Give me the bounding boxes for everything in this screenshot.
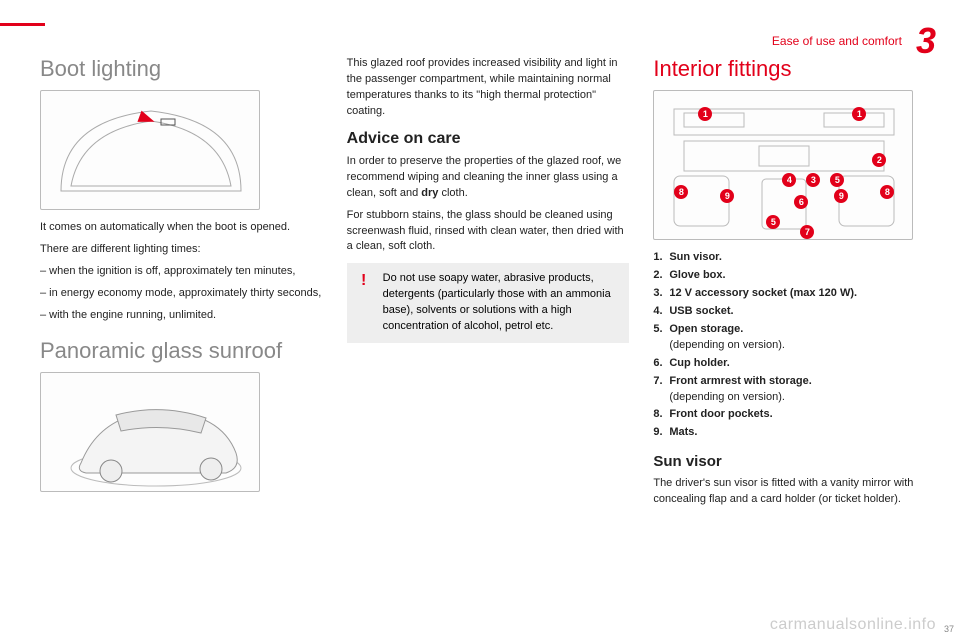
legend-item: 3.12 V accessory socket (max 120 W). bbox=[653, 286, 936, 302]
heading-boot-lighting: Boot lighting bbox=[40, 56, 323, 82]
advice-p1a: In order to preserve the properties of t… bbox=[347, 155, 622, 199]
warning-notice: ! Do not use soapy water, abrasive produ… bbox=[347, 263, 630, 343]
boot-b1: – when the ignition is off, approximatel… bbox=[40, 264, 323, 280]
column-2: This glazed roof provides increased visi… bbox=[347, 56, 630, 620]
figure-interior: 1 1 2 3 4 5 5 6 7 8 8 9 9 bbox=[653, 90, 913, 240]
legend-item: 8.Front door pockets. bbox=[653, 407, 936, 423]
heading-advice: Advice on care bbox=[347, 130, 630, 148]
watermark: carmanualsonline.info bbox=[770, 616, 936, 634]
column-3: Interior fittings 1 1 2 3 4 5 5 6 7 8 8 bbox=[653, 56, 936, 620]
figure-boot bbox=[40, 90, 260, 210]
advice-p1c: cloth. bbox=[438, 187, 467, 199]
car-illustration bbox=[41, 373, 261, 493]
boot-p2: There are different lighting times: bbox=[40, 242, 323, 258]
legend-item: 7.Front armrest with storage.(depending … bbox=[653, 374, 936, 406]
legend-item: 4.USB socket. bbox=[653, 304, 936, 320]
warning-icon: ! bbox=[355, 271, 373, 289]
boot-b2: – in energy economy mode, approximately … bbox=[40, 286, 323, 302]
heading-interior-fittings: Interior fittings bbox=[653, 56, 936, 82]
heading-sunroof: Panoramic glass sunroof bbox=[40, 338, 323, 364]
boot-p1: It comes on automatically when the boot … bbox=[40, 220, 323, 236]
boot-illustration bbox=[41, 91, 261, 211]
advice-p1b: dry bbox=[421, 187, 438, 199]
boot-b3: – with the engine running, unlimited. bbox=[40, 308, 323, 324]
section-name: Ease of use and comfort bbox=[772, 34, 902, 48]
advice-p1: In order to preserve the properties of t… bbox=[347, 154, 630, 202]
legend-item: 5.Open storage.(depending on version). bbox=[653, 322, 936, 354]
content-columns: Boot lighting It comes on automatically … bbox=[40, 56, 936, 620]
legend-item: 2.Glove box. bbox=[653, 268, 936, 284]
legend-list: 1.Sun visor. 2.Glove box. 3.12 V accesso… bbox=[653, 250, 936, 441]
column-1: Boot lighting It comes on automatically … bbox=[40, 56, 323, 620]
legend-item: 9.Mats. bbox=[653, 425, 936, 441]
figure-sunroof bbox=[40, 372, 260, 492]
heading-sun-visor: Sun visor bbox=[653, 453, 936, 470]
page-number: 37 bbox=[944, 624, 954, 634]
sun-visor-p: The driver's sun visor is fitted with a … bbox=[653, 476, 936, 508]
legend-item: 6.Cup holder. bbox=[653, 356, 936, 372]
legend-item: 1.Sun visor. bbox=[653, 250, 936, 266]
notice-text: Do not use soapy water, abrasive product… bbox=[383, 272, 611, 332]
accent-bar bbox=[0, 23, 45, 26]
advice-p2: For stubborn stains, the glass should be… bbox=[347, 208, 630, 256]
sunroof-intro: This glazed roof provides increased visi… bbox=[347, 56, 630, 120]
